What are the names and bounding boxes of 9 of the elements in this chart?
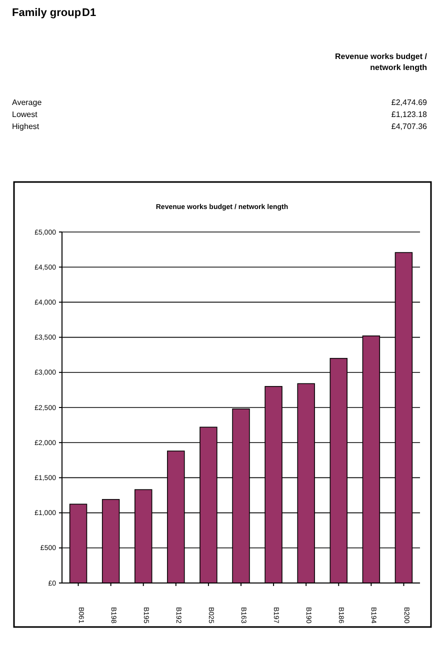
- text: £2,474.69: [391, 98, 428, 107]
- text: D1: [82, 7, 96, 19]
- text: Revenue works budget / network length: [334, 52, 428, 72]
- text: Lowest: [12, 110, 38, 119]
- text: Family group: [12, 7, 82, 19]
- text: Average: [12, 98, 42, 107]
- text: £1,123.18: [391, 110, 428, 119]
- text: £4,707.36: [391, 122, 428, 131]
- text: Highest: [12, 122, 40, 131]
